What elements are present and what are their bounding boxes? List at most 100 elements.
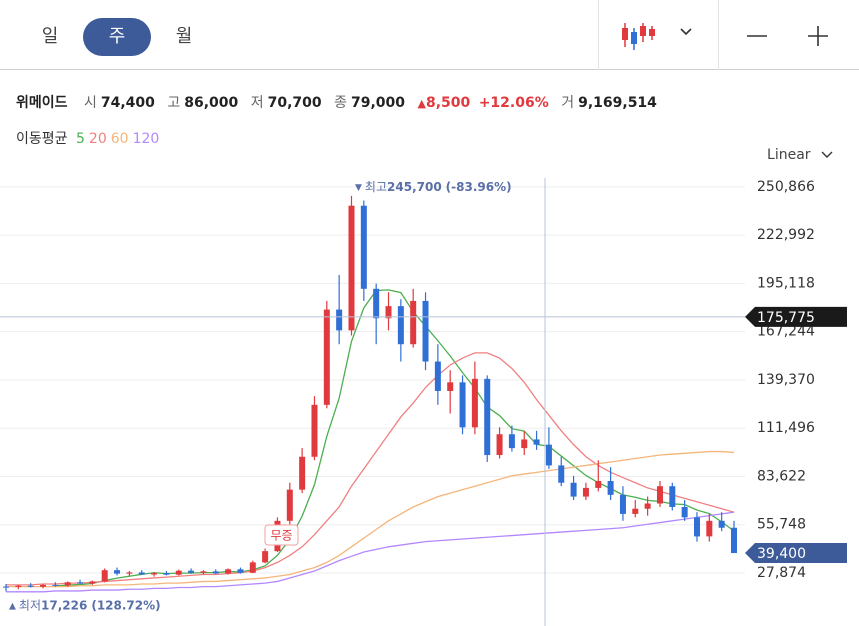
annotation-part: (128.72%) (91, 598, 160, 612)
event-box (264, 524, 299, 546)
candle-body (397, 306, 404, 345)
candle-body (496, 434, 503, 456)
scale-mode: Linear (767, 147, 811, 163)
event-marker: 무증 (264, 524, 299, 546)
candle-body (595, 481, 602, 488)
candle-body (607, 481, 614, 495)
candle-body (545, 444, 552, 466)
scale-dropdown (821, 151, 833, 158)
legend-entry: 20 (88, 131, 107, 147)
candle-body (533, 439, 540, 445)
candle-body (718, 520, 725, 528)
candle-body (669, 486, 676, 507)
close-label: 종 (334, 95, 347, 111)
candle-body (163, 573, 170, 575)
candle-body (175, 570, 182, 575)
y-tick-label: 167,244 (757, 324, 815, 340)
stock-name: 위메이드 (16, 95, 68, 111)
candle-body (348, 205, 355, 331)
y-tick-label: 111,496 (757, 420, 815, 436)
candle-body (619, 494, 626, 514)
candle-body (508, 434, 515, 449)
last-price-box (745, 543, 847, 564)
zoom-out[interactable] (746, 25, 768, 47)
candle-body (410, 300, 417, 345)
y-tick-label: 222,992 (757, 227, 815, 243)
candle-body (336, 309, 343, 331)
legend-title: 이동평균 (16, 131, 68, 147)
annotation-part: (-83.96%) (446, 179, 512, 193)
candle-body (558, 465, 565, 483)
candle-body (706, 520, 713, 537)
y-tick-label: 139,370 (757, 372, 815, 388)
y-tick-label: 27,874 (757, 565, 806, 581)
candle-body (434, 361, 441, 391)
annotation-part: 17,226 (41, 598, 87, 612)
annotation-part: 최저 (19, 598, 41, 612)
tab-week[interactable]: 주 (83, 18, 151, 56)
candle-body (212, 571, 219, 574)
candle-body (422, 300, 429, 362)
legend-entry: 60 (110, 131, 129, 147)
open-label: 시 (83, 95, 97, 111)
low-label: 저 (250, 95, 264, 111)
annotation-part: ▲ (9, 601, 16, 611)
annotation-part: 245,700 (387, 179, 442, 193)
candle-body (114, 570, 121, 574)
crosshair-box (745, 306, 847, 327)
y-tick-label: 195,118 (757, 275, 815, 291)
zoom-in[interactable] (807, 25, 829, 47)
volume-value: 9,169,514 (578, 95, 657, 111)
candle-body (656, 486, 663, 504)
legend-entry: 5 (75, 131, 85, 147)
change-pct: +12.06% (478, 95, 549, 111)
candle-body (570, 482, 577, 497)
ma-line (6, 352, 735, 586)
close-value: 79,000 (351, 95, 406, 111)
candle-body (262, 551, 269, 563)
candle-body (27, 585, 34, 587)
annotation: ▼ 최고245,700 (-83.96%) (355, 179, 512, 193)
open-value: 74,400 (100, 95, 155, 111)
y-tick-label: 55,748 (757, 517, 806, 533)
scale-selector[interactable]: Linear (767, 147, 833, 163)
ma-legend: 이동평균 5 20 60 120 (16, 128, 163, 148)
candle-body (15, 585, 22, 587)
candle-body (681, 506, 688, 518)
change: 8,500 (425, 95, 471, 111)
candle-body (373, 288, 380, 319)
volume-label: 거 (561, 95, 575, 111)
annotation: ▲ 최저17,226 (128.72%) (9, 598, 161, 612)
candle-body (632, 508, 639, 514)
candle-body (188, 570, 195, 573)
candle-body (484, 378, 491, 456)
candle-body (237, 569, 244, 573)
tab-month[interactable]: 월 (175, 26, 193, 47)
high-label: 고 (167, 95, 181, 111)
ma-line (6, 511, 735, 593)
candle-body (385, 306, 392, 319)
candle-body (286, 489, 293, 521)
candle-body (77, 582, 84, 584)
separator (718, 0, 719, 70)
candle-body (225, 569, 232, 574)
candle-body (360, 205, 367, 289)
crosshair-label: 175,775 (757, 310, 815, 326)
chart-type-dropdown[interactable] (679, 27, 693, 37)
candle-body (138, 572, 145, 575)
tab-day[interactable]: 일 (41, 26, 59, 47)
candle-body (64, 582, 71, 586)
chart-type-icon[interactable] (620, 20, 656, 50)
candle-body (200, 571, 207, 573)
candle-body (3, 586, 9, 588)
ma-line (55, 289, 735, 587)
candle-body (731, 527, 737, 554)
candle-body (249, 562, 256, 573)
separator (598, 0, 599, 70)
candle-body (582, 487, 589, 497)
candle-body (521, 439, 528, 449)
y-tick-label: 83,622 (757, 468, 806, 484)
top-bar: 일 주 월 (0, 0, 859, 70)
ma-line (6, 450, 735, 588)
